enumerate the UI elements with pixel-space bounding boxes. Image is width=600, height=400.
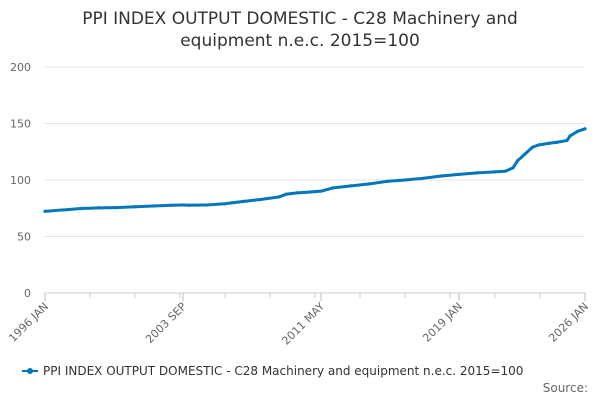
data-point <box>403 178 407 182</box>
legend[interactable]: PPI INDEX OUTPUT DOMESTIC - C28 Machiner… <box>22 364 523 378</box>
data-point <box>439 174 443 178</box>
data-point <box>367 182 371 186</box>
data-point <box>187 203 191 207</box>
data-point <box>115 205 119 210</box>
data-point <box>277 195 281 199</box>
data-point <box>241 199 245 204</box>
data-point <box>421 176 425 180</box>
data-point <box>515 159 520 163</box>
y-tick-label: 100 <box>10 174 31 187</box>
data-point <box>523 152 527 156</box>
data-point <box>151 204 155 208</box>
data-point <box>313 190 317 194</box>
data-point <box>331 186 335 190</box>
series-line-0 <box>43 127 587 213</box>
data-point <box>554 140 559 144</box>
data-point <box>530 145 535 149</box>
legend-label: PPI INDEX OUTPUT DOMESTIC - C28 Machiner… <box>43 364 524 378</box>
data-point <box>79 206 83 211</box>
data-point <box>547 141 551 145</box>
data-point <box>583 127 587 131</box>
x-tick-label: 2026 JAN <box>546 300 591 345</box>
data-point <box>61 208 65 212</box>
y-tick-label: 50 <box>17 231 31 244</box>
x-tick-label: 2003 SEP <box>143 300 189 346</box>
data-point <box>181 203 185 207</box>
chart-title: PPI INDEX OUTPUT DOMESTIC - C28 Machiner… <box>0 8 600 52</box>
data-point <box>511 166 515 170</box>
data-point <box>205 203 209 207</box>
data-point <box>97 206 101 210</box>
data-point <box>319 189 323 193</box>
chart-title-line-2: equipment n.e.c. 2015=100 <box>180 31 420 51</box>
chart-title-line-1: PPI INDEX OUTPUT DOMESTIC - C28 Machiner… <box>82 9 518 29</box>
y-tick-label: 0 <box>24 287 31 300</box>
source-label: Source: <box>542 381 588 395</box>
x-tick-label: 1996 JAN <box>6 300 51 345</box>
data-point <box>133 205 137 209</box>
x-tick-label: 2011 MAY <box>279 300 327 348</box>
y-tick-label: 200 <box>10 61 31 74</box>
data-point <box>259 197 263 202</box>
data-point <box>565 138 569 143</box>
y-tick-label: 150 <box>10 118 31 131</box>
data-point <box>169 203 173 207</box>
data-point <box>457 172 461 176</box>
data-point <box>223 202 227 206</box>
data-point <box>284 192 289 196</box>
data-point <box>385 179 389 183</box>
data-point <box>568 134 572 138</box>
data-point <box>43 209 47 213</box>
data-point <box>349 184 353 188</box>
legend-line-marker-icon <box>22 366 38 376</box>
data-point <box>295 191 299 195</box>
data-point <box>536 143 541 147</box>
data-point <box>493 170 497 174</box>
data-point <box>475 171 479 175</box>
data-point <box>302 190 307 195</box>
data-point <box>575 129 580 134</box>
data-point <box>503 169 508 173</box>
x-tick-label: 2019 JAN <box>420 300 465 345</box>
